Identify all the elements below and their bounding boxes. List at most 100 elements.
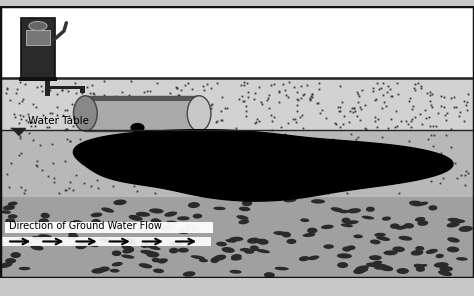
Ellipse shape [356, 265, 369, 271]
Ellipse shape [418, 202, 428, 206]
Ellipse shape [300, 218, 310, 222]
Ellipse shape [148, 246, 161, 250]
Ellipse shape [169, 248, 179, 253]
Ellipse shape [188, 202, 200, 208]
Ellipse shape [321, 225, 334, 229]
Text: Water Table: Water Table [28, 116, 90, 126]
Ellipse shape [166, 221, 178, 225]
Ellipse shape [139, 263, 152, 268]
Ellipse shape [185, 224, 198, 229]
Ellipse shape [342, 247, 351, 252]
Ellipse shape [210, 257, 219, 263]
Ellipse shape [38, 234, 52, 239]
Ellipse shape [229, 270, 242, 274]
Bar [19, 77, 57, 81]
Bar [21, 18, 55, 78]
Ellipse shape [73, 220, 82, 224]
Ellipse shape [32, 236, 42, 240]
Ellipse shape [376, 236, 390, 241]
Ellipse shape [159, 258, 168, 263]
Ellipse shape [213, 207, 226, 210]
Ellipse shape [38, 218, 49, 224]
Ellipse shape [339, 210, 349, 213]
Ellipse shape [177, 216, 190, 221]
Ellipse shape [428, 205, 438, 210]
Ellipse shape [396, 225, 408, 230]
Ellipse shape [308, 255, 319, 260]
Ellipse shape [331, 207, 344, 212]
Ellipse shape [307, 228, 318, 234]
Ellipse shape [240, 248, 250, 252]
Ellipse shape [216, 242, 227, 246]
Ellipse shape [160, 226, 171, 232]
Ellipse shape [91, 268, 105, 274]
Ellipse shape [264, 272, 275, 278]
Ellipse shape [213, 255, 226, 261]
Ellipse shape [426, 249, 438, 254]
Ellipse shape [136, 212, 150, 217]
Ellipse shape [239, 207, 250, 211]
Ellipse shape [169, 241, 183, 246]
Ellipse shape [15, 238, 24, 244]
Ellipse shape [274, 267, 289, 271]
Ellipse shape [152, 258, 160, 262]
Ellipse shape [91, 213, 102, 217]
Ellipse shape [86, 242, 97, 246]
Ellipse shape [86, 242, 99, 247]
Ellipse shape [139, 227, 153, 233]
Ellipse shape [163, 225, 176, 230]
Ellipse shape [113, 200, 127, 205]
Ellipse shape [371, 261, 382, 266]
Ellipse shape [20, 242, 33, 246]
Ellipse shape [68, 234, 78, 239]
Ellipse shape [397, 268, 409, 274]
Ellipse shape [10, 252, 21, 258]
Ellipse shape [0, 262, 13, 268]
Ellipse shape [68, 231, 77, 235]
Ellipse shape [403, 223, 414, 229]
Bar [0, 197, 474, 278]
Ellipse shape [231, 257, 242, 260]
Polygon shape [73, 130, 453, 201]
Bar [45, 86, 85, 89]
Ellipse shape [415, 217, 425, 222]
Ellipse shape [392, 246, 405, 252]
Ellipse shape [5, 218, 15, 224]
Ellipse shape [374, 233, 386, 237]
Ellipse shape [146, 244, 157, 248]
Ellipse shape [341, 218, 350, 223]
Ellipse shape [436, 254, 444, 258]
Ellipse shape [191, 255, 205, 259]
Ellipse shape [58, 225, 72, 229]
Ellipse shape [112, 250, 121, 256]
Ellipse shape [122, 248, 134, 253]
Ellipse shape [341, 223, 353, 227]
Ellipse shape [284, 198, 297, 202]
Ellipse shape [192, 214, 202, 219]
Ellipse shape [101, 207, 114, 213]
Ellipse shape [99, 266, 110, 272]
Ellipse shape [146, 252, 159, 258]
Ellipse shape [256, 239, 269, 245]
Ellipse shape [29, 22, 47, 30]
Ellipse shape [459, 226, 473, 232]
Ellipse shape [383, 250, 398, 255]
Ellipse shape [73, 96, 97, 131]
Ellipse shape [30, 245, 44, 250]
Ellipse shape [242, 200, 252, 206]
Ellipse shape [417, 220, 428, 226]
Ellipse shape [347, 208, 361, 213]
Ellipse shape [244, 250, 255, 254]
Ellipse shape [164, 212, 177, 217]
Text: Direction of Ground Water Flow: Direction of Ground Water Flow [9, 221, 162, 231]
Ellipse shape [346, 245, 356, 250]
Polygon shape [133, 128, 142, 133]
Ellipse shape [299, 256, 310, 261]
Polygon shape [12, 128, 26, 135]
Ellipse shape [374, 264, 387, 270]
Ellipse shape [450, 219, 465, 223]
Ellipse shape [353, 234, 363, 238]
Ellipse shape [153, 268, 164, 273]
Ellipse shape [5, 258, 16, 263]
Ellipse shape [447, 222, 460, 228]
